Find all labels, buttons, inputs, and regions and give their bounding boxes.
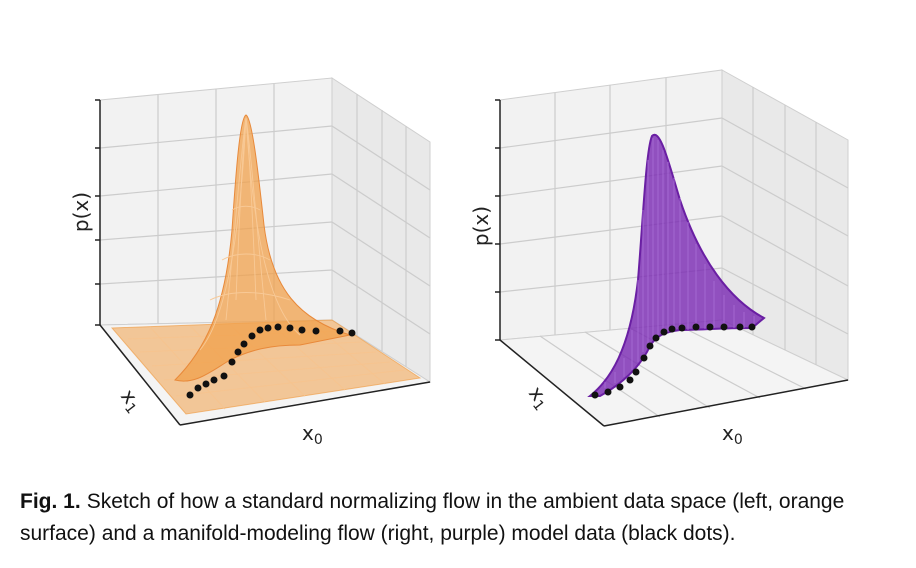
left-surface-peak — [174, 114, 351, 382]
right-zlabel: p(x) — [469, 206, 493, 246]
caption-label: Fig. 1. — [20, 490, 81, 513]
left-grid — [99, 84, 431, 367]
left-x0label: x0 — [302, 421, 323, 448]
left-data-points — [186, 323, 356, 399]
figure: p(x) x1 x0 — [69, 69, 850, 448]
right-grid — [499, 78, 849, 418]
left-panel: p(x) x1 x0 — [69, 77, 432, 448]
left-zlabel: p(x) — [69, 192, 93, 232]
right-data-points — [591, 323, 756, 399]
left-x1label: x1 — [114, 384, 148, 417]
left-peak-mesh — [199, 117, 301, 351]
figure-caption: Fig. 1. Sketch of how a standard normaliz… — [20, 486, 900, 550]
right-surface-hatch — [604, 138, 755, 388]
right-x0label: x0 — [722, 421, 743, 448]
right-x1label: x1 — [522, 381, 556, 414]
caption-text: Sketch of how a standard normalizing flo… — [20, 490, 845, 545]
right-panel: p(x) x1 x0 — [469, 69, 850, 448]
